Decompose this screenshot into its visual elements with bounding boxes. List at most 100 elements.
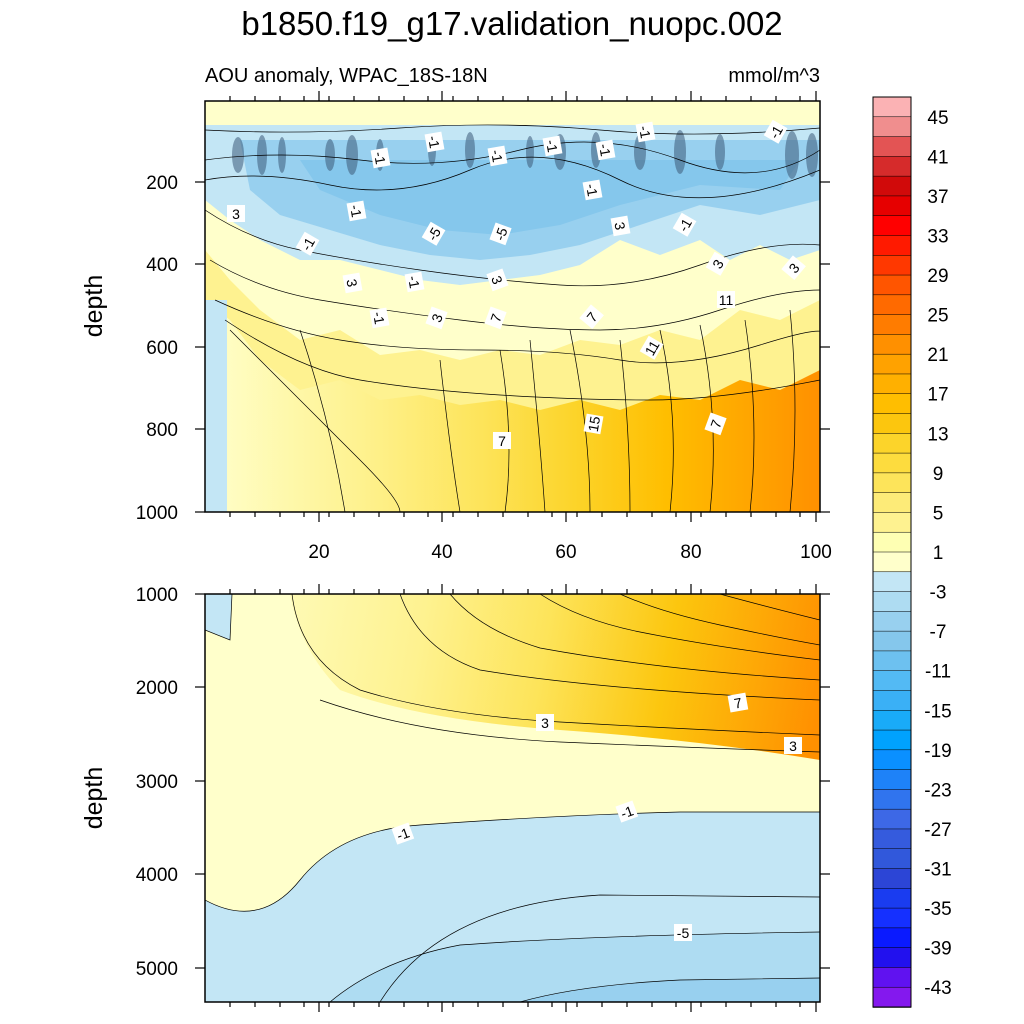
colorbar-swatch	[872, 353, 912, 375]
colorbar-swatch	[872, 512, 912, 533]
ytick-label: 1000	[136, 503, 178, 524]
colorbar-swatch	[872, 452, 912, 474]
contour-label: 7	[484, 306, 507, 330]
contour-label-bg	[583, 413, 604, 435]
colorbar-label: 37	[927, 187, 948, 208]
upper-ytick-labels: 200 400 600 800 1000	[136, 173, 178, 524]
contour-label: 3	[227, 205, 245, 222]
xtick-label: 100	[800, 542, 832, 563]
contour-label: -1	[404, 271, 425, 293]
contour-label: -1	[487, 145, 508, 167]
contour-label-text: 3	[789, 738, 797, 754]
ytick-label: 5000	[136, 959, 178, 980]
contour-label: -5	[421, 221, 446, 246]
ytick-label: 1000	[136, 585, 178, 606]
contour-label: -1	[424, 131, 445, 153]
colorbar-swatch	[872, 630, 912, 652]
contour-label: 3	[705, 251, 730, 276]
colorbar-swatch	[872, 769, 912, 791]
colorbar: 45 41 37 33 29 25 21 17 13 9 5 1 -3 -7 -11 -15 -19 -23 -27…	[872, 96, 952, 1008]
contour-label-text: 3	[611, 221, 628, 232]
upper-ylabel: depth	[80, 275, 108, 338]
contour-label-text: 11	[719, 292, 734, 308]
colorbar-label: -43	[924, 978, 951, 999]
lower-contours	[205, 594, 820, 1002]
contour-label-text: -1	[370, 310, 388, 325]
colorbar-swatch	[872, 947, 912, 969]
lower-frame	[204, 593, 821, 1003]
colorbar-label: -19	[924, 741, 951, 762]
contour-label: -1	[346, 200, 367, 222]
chart-subtitle: AOU anomaly, WPAC_18S-18N	[205, 65, 488, 87]
contour-label: 3	[342, 272, 363, 294]
contour-label-text: -1	[488, 148, 506, 163]
colorbar-swatch	[872, 927, 912, 949]
colorbar-label: -27	[924, 820, 951, 841]
colorbar-label: -39	[924, 939, 951, 960]
colorbar-swatch	[872, 808, 912, 830]
upper-ticks	[195, 91, 830, 522]
colorbar-swatch	[872, 868, 912, 890]
contour-label-bg	[672, 212, 697, 237]
contour-label-text: 3	[343, 278, 360, 289]
contour-label: 3	[486, 268, 509, 292]
colorbar-swatch	[872, 294, 912, 316]
colorbar-label: 13	[927, 424, 948, 445]
colorbar-label: 21	[927, 345, 948, 366]
colorbar-label: -3	[930, 583, 947, 604]
contour-label-text: -1	[394, 824, 411, 843]
upper-field	[205, 101, 820, 512]
contour-label: 11	[639, 335, 664, 360]
colorbar-label: 9	[933, 464, 944, 485]
contour-label: -1	[391, 822, 415, 845]
contour-label-bg	[763, 119, 788, 144]
colorbar-label: 45	[927, 108, 948, 129]
colorbar-swatch	[872, 334, 912, 355]
contour-label-bg	[704, 412, 727, 436]
chart-title: b1850.f19_g17.validation_nuopc.002	[241, 5, 782, 42]
contour-label-bg	[582, 179, 603, 201]
contour-label: -1	[635, 121, 656, 143]
contour-label: -1	[295, 231, 320, 256]
lower-ytick-labels: 1000 2000 3000 4000 5000	[136, 585, 178, 980]
xtick-label: 80	[680, 542, 701, 563]
colorbar-swatch	[872, 215, 912, 237]
contour-label: 15	[583, 413, 604, 435]
colorbar-swatch	[872, 373, 912, 395]
contour-label-text: -1	[371, 150, 389, 165]
contour-label-text: -1	[347, 203, 365, 218]
colorbar-label: 1	[933, 543, 944, 564]
ytick-label: 2000	[136, 678, 178, 699]
contour-label: -1	[595, 139, 616, 161]
colorbar-swatch	[872, 274, 912, 296]
contour-label-bg	[227, 205, 245, 222]
contour-label-bg	[421, 221, 446, 246]
colorbar-label: -7	[930, 622, 947, 643]
contour-label-bg	[595, 139, 616, 161]
colorbar-swatch	[872, 96, 912, 118]
contour-label-bg	[542, 135, 563, 157]
ytick-label: 3000	[136, 772, 178, 793]
panel-upper: 200 400 600 800 1000 20 40 60 80 100 dep…	[80, 91, 832, 563]
contour-label: -1	[582, 179, 603, 201]
upper-contours	[205, 124, 820, 512]
contour-label: 7	[727, 692, 749, 713]
contour-label-text: -1	[543, 138, 561, 153]
contour-label-bg	[391, 822, 415, 845]
contour-label-bg	[486, 268, 509, 292]
colorbar-label: 29	[927, 266, 948, 287]
colorbar-swatch	[872, 907, 912, 929]
contour-label: 11	[717, 291, 735, 308]
contour-label-bg	[727, 692, 749, 713]
contour-label-text: -1	[636, 124, 654, 139]
contour-label: -1	[672, 212, 697, 237]
colorbar-swatch	[872, 235, 912, 257]
contour-label: 3	[610, 215, 631, 237]
contour-label-bg	[705, 251, 730, 276]
contour-label-text: -1	[583, 182, 601, 197]
contour-label-text: -1	[425, 134, 443, 149]
panel-lower: 1000 2000 3000 4000 5000 depth 7 3 3 -1 -1 -5	[80, 584, 830, 1012]
contour-label: -1	[763, 119, 788, 144]
colorbar-swatch	[872, 413, 912, 435]
